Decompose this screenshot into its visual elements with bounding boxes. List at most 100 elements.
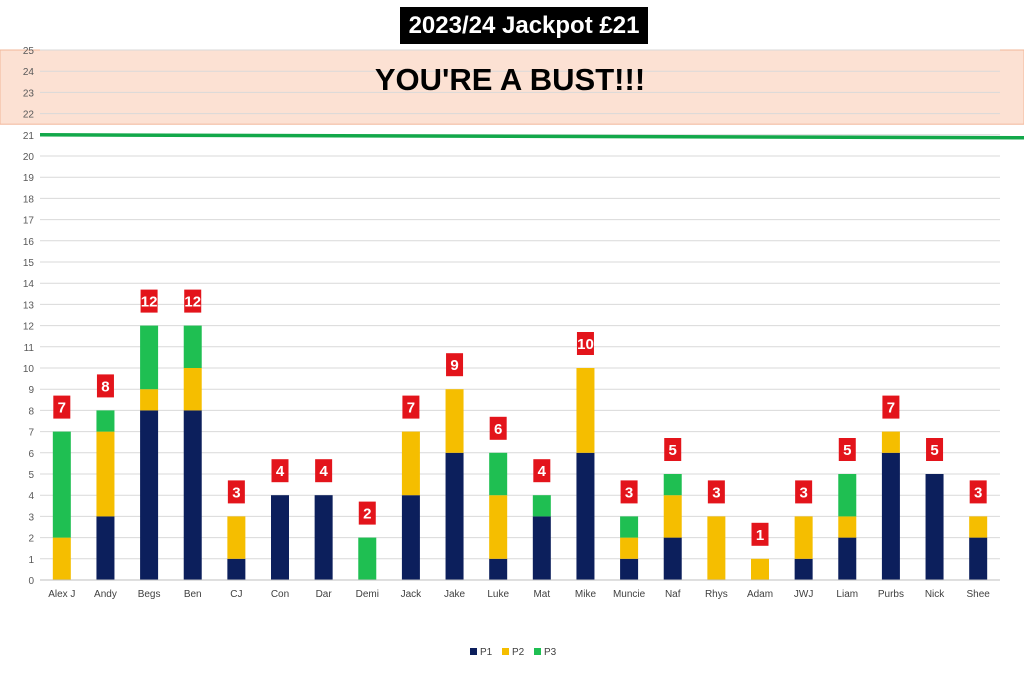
- y-tick-label: 10: [23, 364, 35, 375]
- bar-segment-p1: [576, 452, 595, 580]
- total-label-box: [315, 459, 333, 483]
- y-tick-label: 0: [28, 576, 34, 587]
- y-tick-label: 6: [28, 449, 34, 460]
- total-label: 4: [538, 463, 547, 480]
- legend-swatch-p1: [470, 648, 477, 655]
- x-tick-label: Alex J: [48, 589, 75, 600]
- x-tick-label: Begs: [138, 589, 161, 600]
- legend-label: P1: [480, 647, 493, 658]
- y-tick-label: 14: [23, 279, 35, 290]
- x-tick-label: Muncie: [613, 589, 646, 600]
- bar-segment-p2: [183, 368, 202, 411]
- bar-segment-p1: [881, 452, 900, 580]
- bar-segment-p3: [532, 495, 551, 517]
- x-tick-label: Ben: [184, 589, 202, 600]
- y-tick-label: 18: [23, 194, 35, 205]
- total-label: 4: [319, 463, 328, 480]
- legend-label: P3: [544, 647, 557, 658]
- total-label-box: [227, 480, 245, 504]
- x-tick-label: CJ: [230, 589, 242, 600]
- bar-segment-p3: [663, 474, 682, 496]
- total-label: 5: [843, 442, 851, 459]
- total-label-box: [707, 480, 725, 504]
- bar-segment-p2: [881, 431, 900, 453]
- bar-segment-p1: [969, 537, 988, 580]
- x-tick-label: JWJ: [794, 589, 813, 600]
- y-tick-label: 22: [23, 110, 35, 121]
- bar-segment-p3: [358, 537, 377, 580]
- bar-segment-p1: [925, 474, 944, 580]
- y-tick-label: 15: [23, 258, 35, 269]
- total-label-box: [533, 459, 551, 483]
- total-label: 3: [232, 484, 240, 501]
- total-label-box: [838, 438, 856, 461]
- bust-banner: YOU'RE A BUST!!!: [375, 62, 645, 97]
- y-tick-label: 24: [23, 67, 35, 78]
- total-label-box: [446, 353, 464, 377]
- bar-segment-p2: [969, 516, 988, 538]
- jackpot-target-line: [39, 133, 1024, 140]
- bar-segment-p1: [620, 558, 639, 580]
- bar-segment-p2: [52, 537, 71, 580]
- x-tick-label: Luke: [487, 589, 509, 600]
- y-tick-label: 4: [28, 491, 34, 502]
- total-label: 1: [756, 527, 764, 544]
- bar-segment-p2: [489, 495, 508, 559]
- bar-segment-p3: [489, 452, 508, 496]
- y-tick-label: 9: [28, 385, 34, 396]
- y-tick-label: 5: [28, 470, 34, 481]
- bar-segment-p2: [140, 389, 159, 411]
- bar-segment-p3: [52, 431, 71, 538]
- bar-segment-p3: [620, 516, 639, 538]
- total-label: 12: [184, 294, 201, 311]
- y-tick-label: 1: [28, 555, 34, 566]
- bar-segment-p1: [838, 537, 857, 580]
- bar-segment-p1: [401, 495, 420, 580]
- y-tick-label: 8: [28, 406, 34, 417]
- total-label: 3: [974, 484, 982, 501]
- total-label-box: [664, 438, 682, 461]
- total-label: 5: [669, 442, 677, 459]
- x-tick-label: Liam: [836, 589, 858, 600]
- x-tick-label: Jake: [444, 589, 466, 600]
- x-tick-label: Mat: [533, 589, 550, 600]
- x-tick-label: Rhys: [705, 589, 728, 600]
- total-label: 4: [276, 463, 285, 480]
- bar-segment-p2: [401, 431, 420, 496]
- x-tick-label: Jack: [401, 589, 423, 600]
- bar-segment-p3: [96, 410, 115, 432]
- total-label: 5: [930, 442, 938, 459]
- x-tick-label: Adam: [747, 589, 773, 600]
- total-label-box: [576, 332, 594, 355]
- total-label: 3: [799, 484, 807, 501]
- total-label-box: [751, 522, 769, 546]
- bar-segment-p1: [183, 410, 202, 580]
- bar-segment-p3: [140, 325, 159, 390]
- total-label: 10: [577, 336, 594, 353]
- total-label-box: [96, 374, 114, 398]
- bar-segment-p1: [532, 516, 551, 580]
- y-tick-label: 25: [23, 46, 35, 57]
- x-tick-label: Andy: [94, 589, 117, 600]
- y-tick-label: 2: [28, 534, 34, 545]
- total-label: 12: [141, 294, 158, 311]
- total-label-box: [358, 501, 376, 525]
- y-tick-label: 21: [23, 131, 35, 142]
- total-label-box: [489, 416, 507, 440]
- bar-segment-p2: [707, 516, 726, 580]
- total-label: 9: [450, 357, 458, 374]
- bar-segment-p2: [620, 537, 639, 559]
- bar-segment-p2: [96, 431, 115, 517]
- bar-segment-p1: [489, 558, 508, 580]
- bar-segment-p3: [183, 325, 202, 368]
- y-tick-label: 23: [23, 88, 35, 99]
- total-label-box: [140, 289, 158, 313]
- x-tick-label: Demi: [356, 589, 379, 600]
- total-label-box: [969, 480, 987, 504]
- chart-title: 2023/24 Jackpot £21: [400, 7, 648, 44]
- bar-segment-p1: [314, 495, 333, 580]
- bar-segment-p1: [271, 495, 289, 580]
- total-label: 7: [407, 400, 415, 417]
